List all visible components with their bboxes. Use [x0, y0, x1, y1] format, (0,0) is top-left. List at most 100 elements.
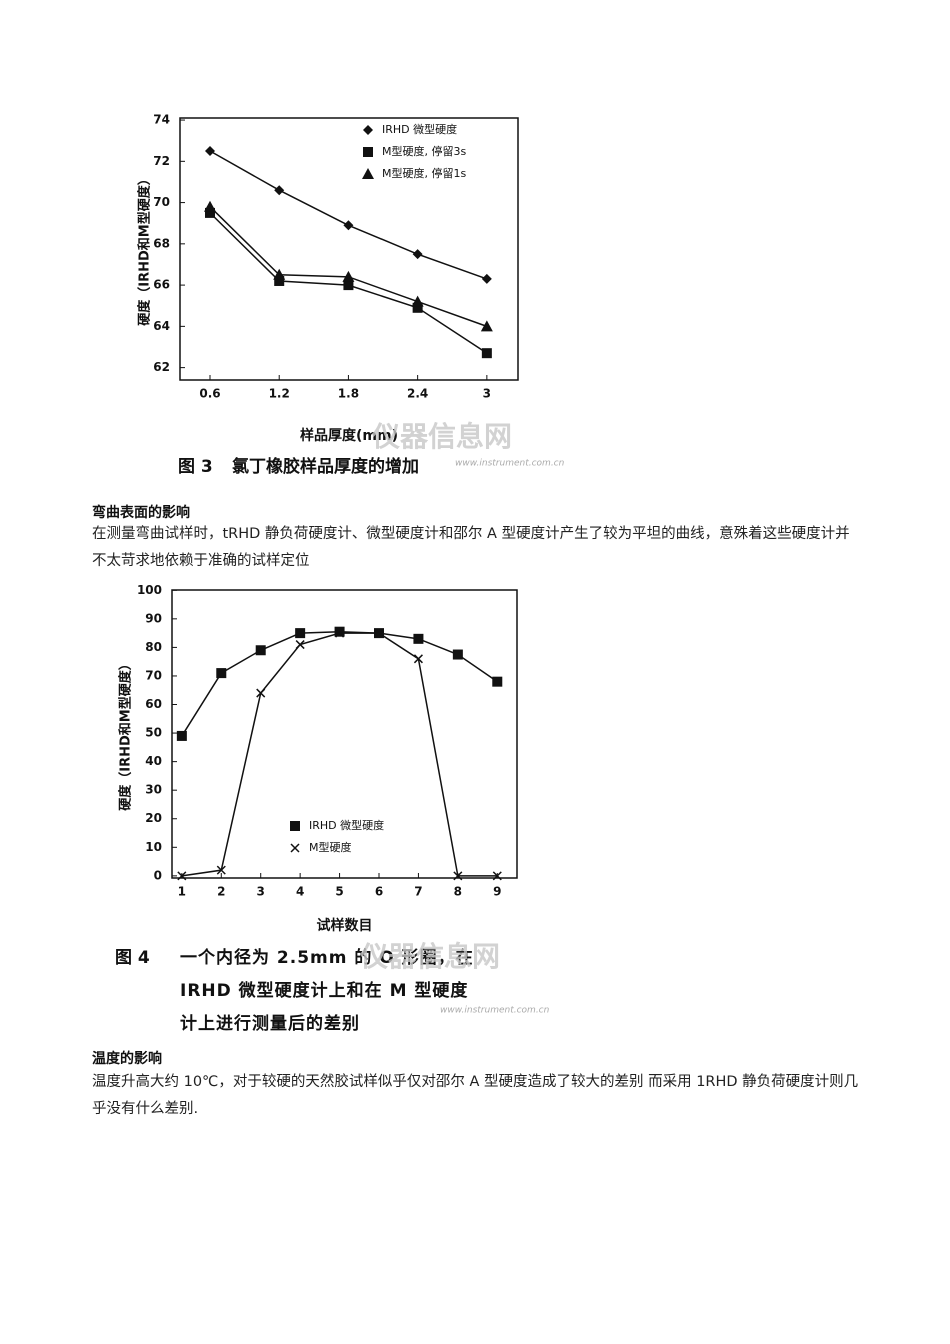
marker	[343, 280, 354, 291]
y-tick-label: 10	[145, 840, 162, 854]
x-tick-label: 4	[296, 885, 304, 899]
marker	[412, 302, 423, 313]
x-tick-label: 9	[493, 885, 501, 899]
legend-label: M型硬度, 停留1s	[382, 166, 466, 180]
legend-marker	[362, 168, 374, 179]
marker-stroke	[335, 628, 345, 638]
caption: 氯丁橡胶样品厚度的增加	[232, 456, 419, 477]
legend-marker	[363, 125, 373, 135]
marker	[176, 730, 187, 741]
y-tick-label: 20	[145, 811, 162, 825]
marker	[374, 628, 384, 638]
y-axis-label: 硬度（IRHD和M型硬度）	[137, 172, 153, 325]
marker	[481, 273, 492, 284]
x-tick-label: 3	[257, 885, 265, 899]
marker	[255, 645, 266, 656]
legend-label: IRHD 微型硬度	[382, 122, 457, 136]
watermark: 仪器信息网	[371, 420, 512, 453]
watermark-url: www.instrument.com.cn	[440, 1006, 550, 1016]
marker	[413, 633, 424, 644]
marker	[204, 207, 215, 218]
marker-stroke	[453, 871, 463, 881]
section-paragraph: 温度升高大约 10℃，对于较硬的天然胶试样似乎仅对邵尔 A 型硬度造成了较大的差…	[92, 1074, 859, 1117]
marker	[274, 185, 285, 196]
marker	[342, 270, 355, 282]
marker	[216, 668, 227, 679]
plot-frame	[179, 117, 519, 381]
marker	[177, 871, 187, 881]
x-axis-label: 试样数目	[317, 917, 373, 934]
marker	[480, 320, 493, 332]
marker	[343, 220, 354, 231]
y-tick-label: 30	[145, 783, 162, 797]
marker-stroke	[256, 688, 266, 698]
marker	[481, 348, 492, 359]
y-axis-label: 硬度（IRHD和M型硬度）	[118, 657, 134, 810]
plot-frame	[171, 589, 518, 879]
marker-stroke	[177, 871, 187, 881]
legend-label: M型硬度	[309, 840, 352, 854]
section-heading: 弯曲表面的影响	[92, 505, 190, 521]
y-tick-label: 40	[145, 754, 162, 768]
marker	[453, 871, 463, 881]
marker	[273, 268, 286, 280]
marker	[295, 628, 306, 639]
section-heading: 温度的影响	[92, 1051, 162, 1067]
marker	[256, 688, 266, 698]
legend-label: IRHD 微型硬度	[309, 818, 384, 832]
y-tick-label: 70	[145, 668, 162, 682]
watermark: 仪器信息网	[359, 940, 500, 973]
y-tick-label: 50	[145, 726, 162, 740]
caption-number: 图 3	[178, 457, 213, 477]
legend-marker	[363, 147, 373, 157]
x-tick-label: 1.2	[269, 387, 290, 401]
caption-line: 计上进行测量后的差别	[180, 1013, 360, 1034]
x-tick-label: 1	[178, 885, 186, 899]
y-tick-label: 72	[153, 154, 170, 168]
marker-stroke	[374, 628, 384, 638]
marker	[216, 865, 226, 875]
marker	[413, 654, 423, 664]
caption-line: IRHD 微型硬度计上和在 M 型硬度	[180, 980, 468, 1001]
y-tick-label: 66	[153, 278, 170, 292]
marker	[411, 295, 424, 307]
marker	[492, 871, 502, 881]
y-tick-label: 90	[145, 611, 162, 625]
marker	[274, 275, 285, 286]
y-tick-label: 74	[153, 113, 170, 127]
marker-stroke	[216, 865, 226, 875]
x-tick-label: 2	[217, 885, 225, 899]
marker	[492, 676, 503, 687]
marker-stroke	[290, 843, 300, 853]
marker	[203, 200, 216, 212]
caption-number: 图 4	[115, 948, 150, 968]
marker	[452, 649, 463, 660]
y-tick-label: 70	[153, 195, 170, 209]
y-tick-label: 80	[145, 640, 162, 654]
marker-stroke	[413, 654, 423, 664]
marker-stroke	[492, 871, 502, 881]
marker	[412, 249, 423, 260]
x-tick-label: 0.6	[199, 387, 220, 401]
caption-line: 一个内径为 2.5mm 的 O 形圈，在	[180, 947, 474, 968]
marker	[295, 640, 305, 650]
marker	[334, 626, 345, 637]
x-tick-label: 8	[454, 885, 462, 899]
y-tick-label: 0	[154, 868, 162, 882]
x-tick-label: 3	[483, 387, 491, 401]
marker	[204, 146, 215, 157]
legend-marker	[290, 821, 300, 831]
x-tick-label: 1.8	[338, 387, 359, 401]
section-paragraph: 在测量弯曲试样时，tRHD 静负荷硬度计、微型硬度计和邵尔 A 型硬度计产生了较…	[92, 526, 850, 569]
series-line	[181, 630, 498, 737]
y-tick-label: 64	[153, 319, 170, 333]
legend-label: M型硬度, 停留3s	[382, 144, 466, 158]
marker-stroke	[295, 640, 305, 650]
y-tick-label: 100	[137, 583, 162, 597]
x-tick-label: 7	[414, 885, 422, 899]
series-line	[181, 632, 498, 877]
x-axis-label: 样品厚度(mm)	[300, 427, 398, 444]
x-tick-label: 2.4	[407, 387, 428, 401]
